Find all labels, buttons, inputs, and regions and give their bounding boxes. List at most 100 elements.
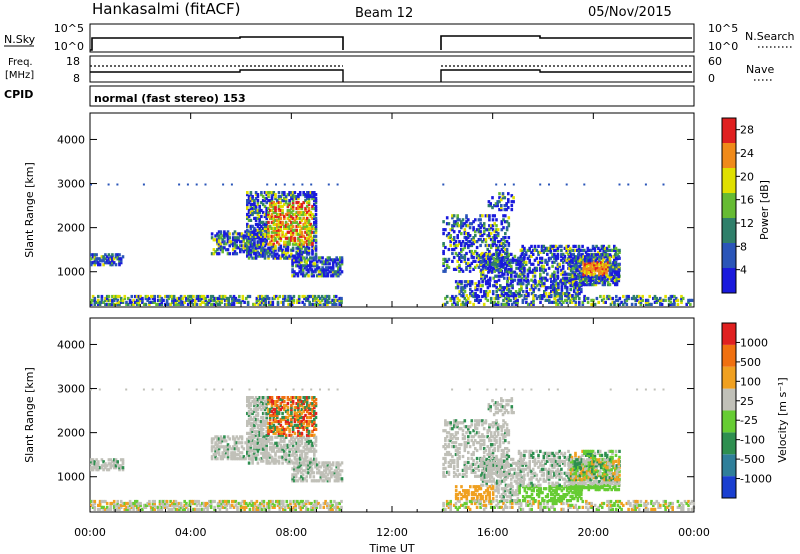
echo-cell [238, 300, 241, 304]
echo-cell [274, 435, 277, 439]
echo-cell [317, 298, 320, 302]
echo-cell [664, 507, 667, 511]
echo-cell [490, 270, 494, 274]
echo-cell [178, 302, 181, 306]
echo-cell [285, 503, 289, 507]
echo-cell [334, 503, 338, 507]
echo-cell [305, 246, 309, 250]
echo-cell [465, 284, 469, 288]
echo-cell [592, 261, 596, 265]
echo-cell [116, 300, 119, 304]
echo-cell [256, 445, 260, 449]
echo-cell [542, 501, 546, 506]
echo-cell [254, 407, 258, 412]
echo-cell [586, 300, 590, 304]
echo-cell [483, 276, 487, 280]
echo-cell [571, 271, 575, 275]
echo-cell [272, 248, 276, 252]
echo-cell [329, 300, 333, 304]
echo-cell [279, 248, 283, 252]
echo-cell [618, 296, 622, 301]
echo-cell [253, 503, 257, 507]
echo-cell [195, 183, 198, 186]
echo-cell [281, 406, 284, 410]
echo-cell [311, 226, 314, 230]
echo-cell [265, 400, 268, 404]
echo-cell [669, 501, 673, 506]
echo-cell [576, 288, 580, 292]
echo-cell [281, 248, 284, 252]
echo-cell [279, 449, 283, 453]
echo-cell [164, 294, 167, 299]
echo-cell [528, 302, 532, 306]
echo-cell [294, 507, 297, 511]
echo-cell [615, 267, 619, 271]
echo-cell [98, 302, 102, 306]
echo-cell [295, 246, 298, 250]
echo-cell [452, 238, 456, 242]
echo-cell [615, 499, 618, 504]
echo-cell [209, 501, 213, 506]
echo-cell [528, 254, 531, 258]
echo-cell [578, 271, 582, 275]
echo-cell [281, 252, 284, 256]
echo-cell [253, 210, 256, 215]
echo-cell [249, 427, 253, 431]
echo-cell [509, 292, 513, 296]
echo-cell [93, 261, 97, 265]
echo-cell [314, 222, 318, 226]
echo-cell [516, 300, 519, 304]
echo-cell [277, 406, 281, 410]
echo-cell [224, 248, 228, 252]
echo-cell [223, 439, 226, 443]
echo-cell [251, 459, 254, 463]
echo-cell [585, 501, 588, 506]
echo-cell [270, 413, 274, 418]
echo-cell [267, 210, 270, 215]
echo-cell [242, 244, 246, 248]
echo-cell [90, 460, 93, 464]
echo-cell [238, 501, 241, 506]
echo-cell [495, 256, 499, 260]
echo-cell [556, 248, 560, 252]
echo-cell [509, 501, 512, 506]
echo-cell [284, 453, 288, 457]
echo-cell [491, 224, 495, 228]
echo-cell [489, 226, 493, 230]
echo-cell [324, 258, 328, 262]
echo-cell [578, 300, 581, 304]
echo-cell [208, 503, 211, 507]
echo-cell [214, 441, 217, 445]
echo-cell [337, 270, 340, 274]
echo-cell [270, 244, 274, 248]
echo-cell [521, 290, 525, 294]
echo-cell [297, 419, 300, 424]
echo-cell [592, 273, 596, 277]
echo-cell [513, 278, 517, 282]
echo-cell [274, 202, 277, 207]
echo-cell [272, 222, 276, 226]
echo-cell [333, 298, 336, 302]
echo-cell [249, 431, 253, 435]
echo-cell [109, 263, 112, 267]
echo-cell [460, 232, 463, 236]
echo-cell [283, 199, 286, 203]
echo-cell [489, 501, 493, 506]
echo-cell [283, 449, 286, 453]
echo-cell [247, 218, 251, 222]
echo-cell [517, 262, 521, 266]
echo-cell [530, 300, 533, 304]
echo-cell [295, 201, 298, 205]
echo-cell [461, 224, 465, 228]
nave-tick-top: 60 [708, 55, 722, 68]
echo-cell [532, 300, 535, 304]
echo-cell [501, 192, 505, 196]
echo-cell [288, 236, 291, 240]
echo-cell [282, 302, 285, 306]
echo-cell [158, 499, 162, 504]
echo-cell [537, 262, 540, 266]
echo-cell [484, 505, 488, 509]
echo-cell [319, 505, 322, 509]
echo-cell [331, 258, 335, 262]
echo-cell [662, 503, 666, 507]
